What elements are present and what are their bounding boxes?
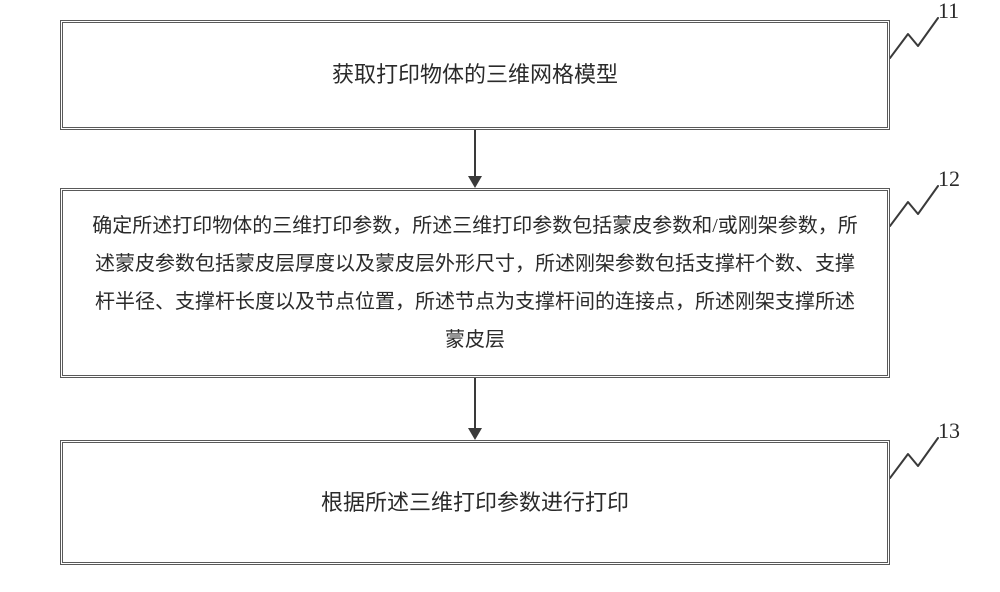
callout-12-number: 12 [938, 166, 960, 192]
callout-13-squiggle [890, 436, 940, 480]
arrow-2-shaft [474, 378, 476, 428]
callout-12-squiggle [890, 184, 940, 228]
flowchart-canvas: 获取打印物体的三维网格模型 确定所述打印物体的三维打印参数，所述三维打印参数包括… [0, 0, 1000, 592]
callout-11 [890, 16, 940, 60]
arrow-1-head [468, 176, 482, 188]
callout-12 [890, 184, 940, 228]
step-2-box: 确定所述打印物体的三维打印参数，所述三维打印参数包括蒙皮参数和/或刚架参数，所述… [60, 188, 890, 378]
callout-13 [890, 436, 940, 480]
arrow-1-shaft [474, 130, 476, 176]
step-2-text: 确定所述打印物体的三维打印参数，所述三维打印参数包括蒙皮参数和/或刚架参数，所述… [91, 207, 859, 359]
callout-11-squiggle [890, 16, 940, 60]
arrow-2-head [468, 428, 482, 440]
callout-13-number: 13 [938, 418, 960, 444]
step-1-box: 获取打印物体的三维网格模型 [60, 20, 890, 130]
callout-11-number: 11 [938, 0, 959, 24]
step-3-box: 根据所述三维打印参数进行打印 [60, 440, 890, 565]
step-3-text: 根据所述三维打印参数进行打印 [321, 482, 629, 524]
step-1-text: 获取打印物体的三维网格模型 [332, 54, 618, 96]
